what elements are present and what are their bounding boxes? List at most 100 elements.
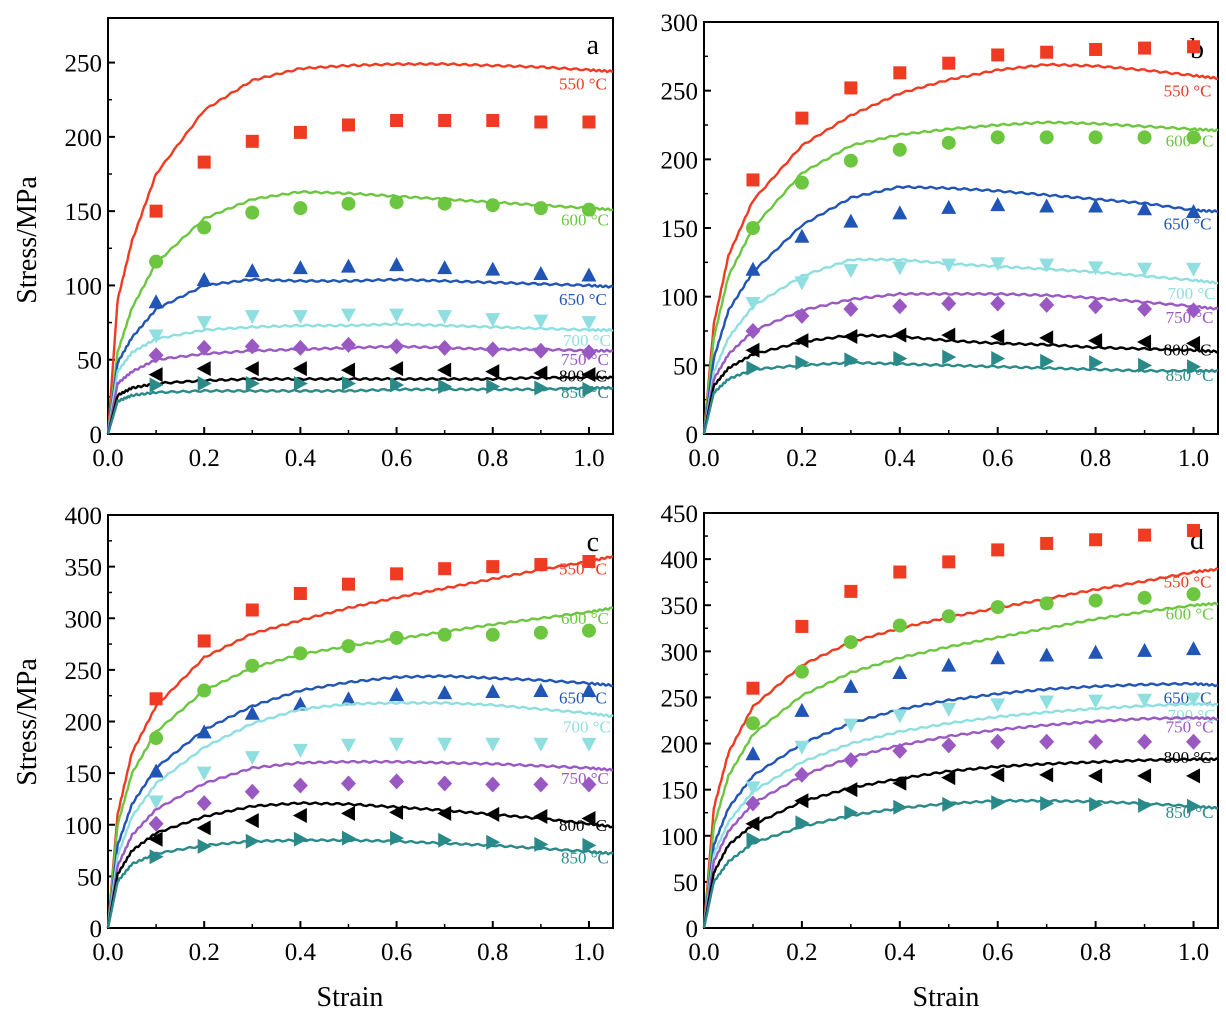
marker-550C [991,543,1005,557]
temp-label: 550 °C [1164,81,1212,100]
marker-800C [244,361,259,377]
marker-850C [149,377,164,393]
x-axis-label-left: Strain [317,982,384,1013]
marker-750C [437,775,453,792]
marker-650C [1137,201,1153,216]
x-tick-label: 1.0 [1178,445,1209,472]
curve-850C [702,798,1219,929]
marker-800C [990,328,1005,344]
curve-800C [106,375,614,435]
y-tick-label: 250 [661,685,699,712]
marker-650C [794,702,810,717]
marker-850C [746,360,761,376]
temp-label: 700 °C [563,717,611,736]
marker-700C [1137,262,1153,277]
y-tick-label: 100 [661,285,699,312]
marker-550C [893,565,907,579]
marker-650C [1088,198,1104,213]
curve-700C [106,700,614,929]
marker-550C [245,603,259,617]
y-tick-label: 300 [661,639,699,666]
marker-800C [745,342,760,358]
marker-750C [485,776,501,793]
marker-550C [1187,524,1201,538]
curve-850C [106,385,614,435]
marker-600C [533,201,548,216]
marker-550C [1089,42,1103,56]
marker-650C [990,197,1006,212]
y-axis-label-bottom: Stress/MPa [12,658,43,786]
marker-850C [795,355,810,371]
marker-700C [340,308,356,323]
marker-600C [892,142,907,157]
x-tick-label: 1.0 [1178,939,1209,966]
marker-650C [437,260,453,275]
y-tick-label: 450 [661,501,699,528]
marker-700C [941,258,957,273]
marker-800C [244,813,259,829]
marker-550C [486,114,500,128]
marker-850C [844,352,859,368]
marker-650C [485,684,501,699]
marker-650C [196,271,212,286]
marker-800C [1088,333,1103,349]
y-tick-label: 350 [65,555,103,582]
curve-650C [702,681,1219,929]
marker-600C [745,221,760,235]
marker-600C [245,658,260,673]
x-tick-label: 0.2 [786,445,817,472]
marker-550C [390,114,404,128]
y-tick-label: 200 [65,125,103,152]
marker-600C [341,196,356,211]
marker-650C [1186,204,1202,219]
marker-750C [292,777,308,794]
marker-700C [340,738,356,753]
marker-850C [1040,353,1055,369]
marker-750C [196,795,212,812]
marker-700C [892,709,908,724]
marker-600C [990,600,1005,615]
marker-800C [389,804,404,820]
marker-650C [533,266,549,281]
x-tick-label: 0.0 [92,445,123,472]
marker-700C [843,718,859,733]
marker-600C [485,198,500,213]
marker-800C [1186,768,1201,784]
curve-700C [702,257,1219,435]
marker-750C [1186,302,1202,319]
temp-label: 600 °C [561,609,609,628]
marker-700C [389,308,405,323]
marker-600C [437,196,452,211]
marker-700C [148,795,164,810]
curve-650C [106,674,614,929]
marker-650C [1088,644,1104,659]
marker-750C [581,344,597,361]
temp-label: 700 °C [1168,284,1216,303]
y-tick-label: 150 [661,778,699,805]
marker-650C [892,205,908,220]
marker-850C [197,838,212,854]
marker-550C [390,567,404,581]
marker-600C [990,130,1005,145]
marker-750C [1039,296,1055,313]
marker-600C [197,220,212,235]
marker-850C [245,833,260,849]
marker-600C [1186,130,1201,145]
marker-600C [197,683,212,698]
marker-550C [1089,533,1103,547]
marker-700C [1039,258,1055,273]
x-tick-label: 0.6 [381,939,412,966]
marker-800C [196,361,211,377]
curve-700C [702,702,1219,929]
marker-850C [390,377,405,393]
marker-600C [389,195,404,210]
y-tick-label: 150 [65,761,103,788]
y-tick-label: 200 [661,732,699,759]
marker-550C [438,562,452,576]
marker-550C [1040,536,1054,550]
plot-frame [703,512,1219,929]
marker-850C [1089,355,1104,371]
marker-700C [990,698,1006,713]
marker-650C [1186,641,1202,656]
curve-600C [106,606,614,929]
